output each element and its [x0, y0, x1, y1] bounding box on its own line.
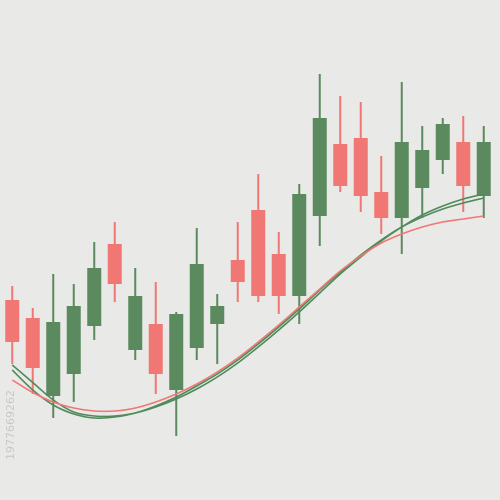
candle-body-down [374, 192, 389, 218]
candle-body-up [128, 296, 143, 350]
candle [292, 184, 307, 324]
candle [128, 268, 143, 360]
candle [353, 102, 368, 212]
candle [435, 118, 450, 174]
candle-body-down [333, 144, 348, 186]
candle [394, 82, 409, 254]
candle-body-up [210, 306, 225, 324]
watermark: 1977669262 [4, 390, 17, 460]
candle-body-down [271, 254, 286, 296]
candle [312, 74, 327, 246]
candle [333, 96, 348, 192]
candles-group [5, 74, 491, 436]
candle-body-down [456, 142, 471, 186]
candle-body-down [25, 318, 40, 368]
candle [189, 228, 204, 360]
candle [476, 126, 491, 218]
candle [251, 174, 266, 302]
candle-body-down [230, 260, 245, 282]
candle-body-up [66, 306, 81, 374]
candle-body-down [148, 324, 163, 374]
candle [107, 222, 122, 302]
candle [456, 116, 471, 212]
candle-body-up [312, 118, 327, 216]
candle [25, 308, 40, 394]
candle [46, 274, 61, 418]
candle [230, 222, 245, 302]
candle-body-up [415, 150, 430, 188]
candle-body-up [189, 264, 204, 348]
moving-average-line [11, 197, 484, 419]
candle-body-down [5, 300, 20, 342]
watermark-id: 1977669262 [4, 390, 17, 460]
candle-body-down [353, 138, 368, 196]
candle-body-up [435, 124, 450, 160]
candle [415, 126, 430, 218]
candle-body-up [292, 194, 307, 296]
candle-body-up [394, 142, 409, 218]
candle-body-up [46, 322, 61, 396]
candle-body-down [107, 244, 122, 284]
candle [169, 312, 184, 436]
candle [66, 284, 81, 402]
moving-average-lines [11, 193, 484, 419]
candle [271, 232, 286, 314]
candle-body-up [476, 142, 491, 196]
candle [210, 294, 225, 364]
candle [87, 242, 102, 340]
candle-body-down [251, 210, 266, 296]
candle-body-up [169, 314, 184, 390]
candle [148, 282, 163, 394]
moving-average-line [11, 215, 484, 413]
candle [5, 286, 20, 364]
candle [374, 156, 389, 234]
candle-body-up [87, 268, 102, 326]
